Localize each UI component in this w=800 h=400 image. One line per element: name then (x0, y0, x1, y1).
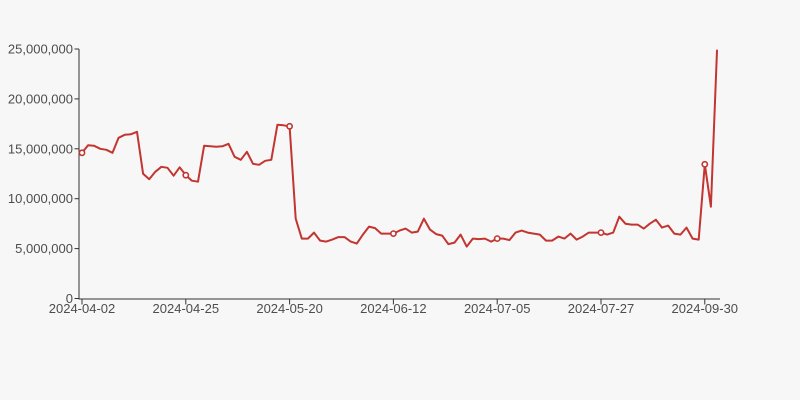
data-point-marker (597, 229, 605, 236)
data-point-marker (701, 160, 709, 168)
y-axis-label: 10,000,000 (8, 191, 73, 206)
y-axis-label: 20,000,000 (8, 91, 73, 106)
x-axis-label: 2024-07-05 (464, 301, 531, 316)
x-axis-label: 2024-07-27 (568, 301, 635, 316)
x-axis-label: 2024-05-20 (256, 301, 323, 316)
y-axis-label: 25,000,000 (8, 42, 73, 57)
x-axis-label: 2024-04-02 (49, 301, 116, 316)
series-line (81, 49, 718, 248)
data-point-marker (78, 149, 86, 157)
data-point-marker (389, 230, 397, 237)
x-axis-label: 2024-04-25 (153, 301, 220, 316)
data-point-marker (286, 122, 293, 130)
data-point-marker (493, 235, 501, 242)
y-axis-label: 15,000,000 (8, 141, 73, 156)
y-axis-label: 5,000,000 (15, 241, 73, 256)
x-axis-label: 2024-09-30 (672, 301, 739, 316)
data-point-marker (182, 171, 190, 179)
x-axis-label: 2024-06-12 (360, 301, 427, 316)
y-axis-label: 0 (66, 291, 73, 306)
